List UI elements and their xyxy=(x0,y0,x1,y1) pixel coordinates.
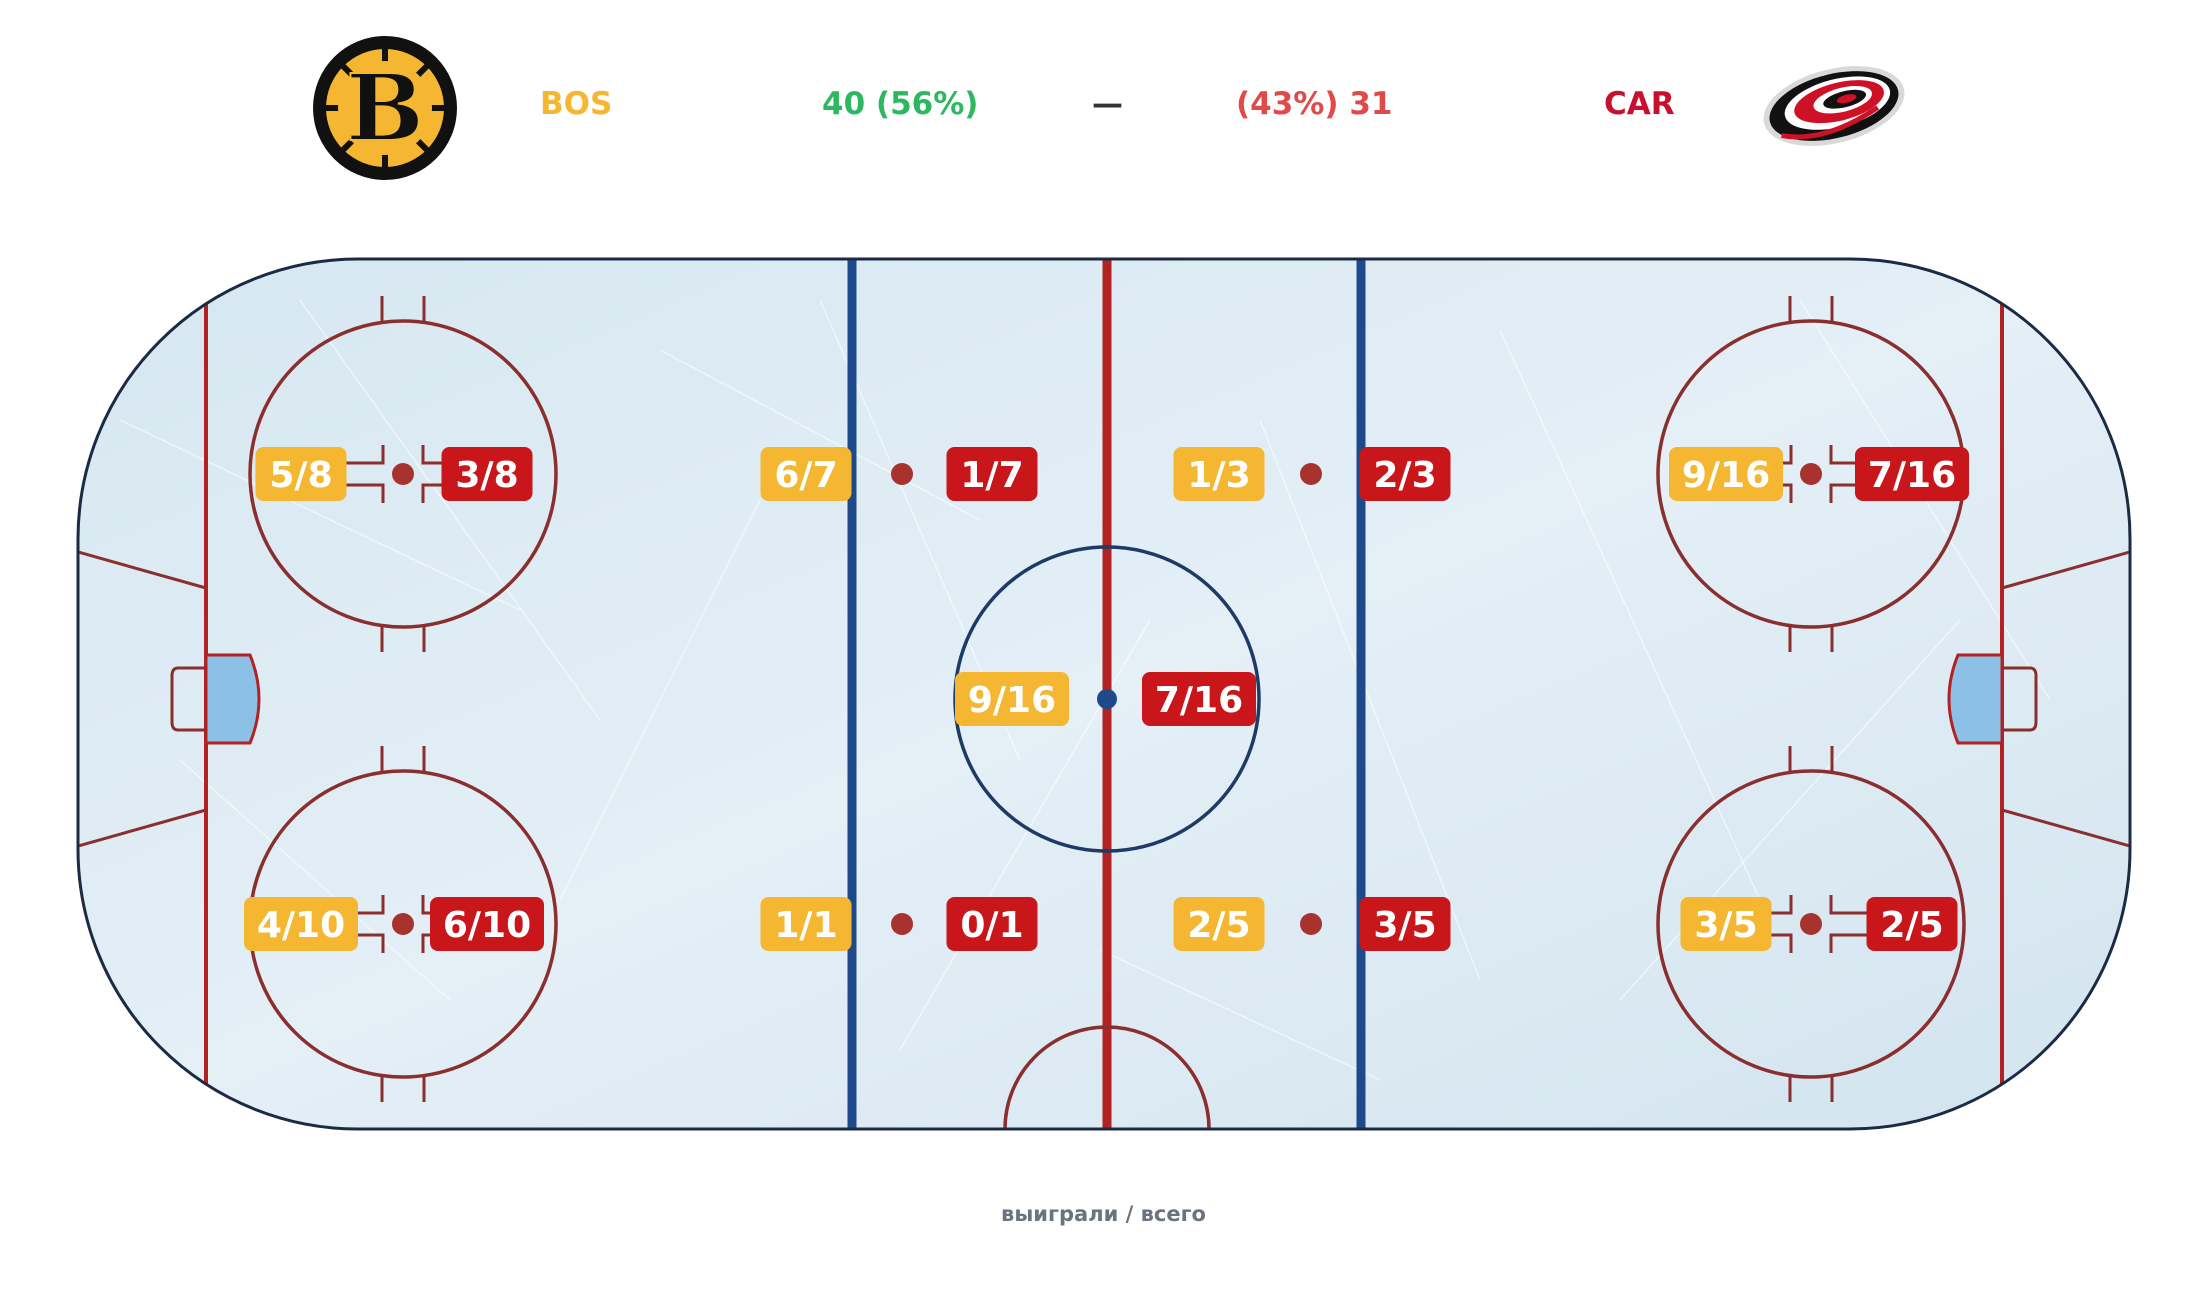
away-faceoff-label-neutral-left-bottom-text: 0/1 xyxy=(960,905,1023,946)
home-faceoff-label-away-zone-top-bg xyxy=(1669,447,1783,501)
rink-boards xyxy=(76,257,2132,1131)
away-faceoff-label-home-zone-bottom: 6/10 xyxy=(430,897,544,951)
home-faceoff-label-home-zone-top-text: 5/8 xyxy=(269,455,332,496)
away-faceoff-label-neutral-right-top-bg xyxy=(1359,447,1451,501)
home-faceoff-label-neutral-right-top: 1/3 xyxy=(1173,447,1265,501)
away-faceoff-label-home-zone-bottom-bg xyxy=(430,897,544,951)
away-faceoff-label-home-zone-top-bg xyxy=(441,447,533,501)
away-faceoff-total: (43%) 31 xyxy=(1236,86,1393,122)
legend-note: выиграли / всего xyxy=(1001,1202,1206,1226)
away-faceoff-label-neutral-right-top-text: 2/3 xyxy=(1373,455,1436,496)
away-faceoff-label-away-zone-bottom-bg xyxy=(1866,897,1958,951)
away-faceoff-label-home-zone-top-text: 3/8 xyxy=(455,455,518,496)
home-faceoff-label-neutral-left-bottom-bg xyxy=(760,897,852,951)
home-faceoff-label-neutral-right-bottom-bg xyxy=(1173,897,1265,951)
home-faceoff-label-away-zone-bottom-text: 3/5 xyxy=(1694,905,1757,946)
home-faceoff-label-away-zone-top: 9/16 xyxy=(1669,447,1783,501)
home-faceoff-label-neutral-right-top-bg xyxy=(1173,447,1265,501)
faceoff-dot-neutral-right-top xyxy=(1300,463,1322,485)
faceoff-dots-layer xyxy=(392,463,1822,935)
home-faceoff-label-home-zone-top-bg xyxy=(255,447,347,501)
away-faceoff-label-neutral-left-top-bg xyxy=(946,447,1038,501)
home-faceoff-label-neutral-left-bottom-text: 1/1 xyxy=(774,905,837,946)
home-faceoff-total: 40 (56%) xyxy=(822,86,979,122)
away-faceoff-label-neutral-right-top: 2/3 xyxy=(1359,447,1451,501)
home-faceoff-label-neutral-right-top-text: 1/3 xyxy=(1187,455,1250,496)
away-faceoff-label-center-ice-bg xyxy=(1142,672,1256,726)
home-faceoff-label-neutral-right-bottom: 2/5 xyxy=(1173,897,1265,951)
faceoff-dot-away-zone-bottom xyxy=(1800,913,1822,935)
away-faceoff-label-neutral-right-bottom-text: 3/5 xyxy=(1373,905,1436,946)
away-faceoff-label-neutral-right-bottom: 3/5 xyxy=(1359,897,1451,951)
away-faceoff-label-home-zone-bottom-text: 6/10 xyxy=(443,905,531,946)
faceoff-dot-neutral-left-top xyxy=(891,463,913,485)
faceoff-dot-neutral-left-bottom xyxy=(891,913,913,935)
away-faceoff-label-neutral-right-bottom-bg xyxy=(1359,897,1451,951)
header: B BOS 40 (56%) — (43%) 31 CAR xyxy=(0,0,2207,210)
away-faceoff-label-away-zone-bottom: 2/5 xyxy=(1866,897,1958,951)
score-separator: — xyxy=(1092,86,1123,122)
home-faceoff-label-away-zone-bottom-bg xyxy=(1680,897,1772,951)
home-faceoff-label-away-zone-top-text: 9/16 xyxy=(1682,455,1770,496)
home-faceoff-label-neutral-left-top-text: 6/7 xyxy=(774,455,837,496)
goal-crease-left xyxy=(204,653,261,745)
bruins-logo-icon: B xyxy=(313,36,457,180)
faceoff-dot-away-zone-top xyxy=(1800,463,1822,485)
home-faceoff-label-neutral-left-top-bg xyxy=(760,447,852,501)
away-faceoff-label-away-zone-top-bg xyxy=(1855,447,1969,501)
away-faceoff-label-away-zone-bottom-text: 2/5 xyxy=(1880,905,1943,946)
faceoff-dot-center-ice xyxy=(1097,689,1117,709)
home-faceoff-label-home-zone-top: 5/8 xyxy=(255,447,347,501)
hash-marks xyxy=(380,296,1834,1102)
away-faceoff-label-neutral-left-top-text: 1/7 xyxy=(960,455,1023,496)
home-faceoff-label-home-zone-bottom: 4/10 xyxy=(244,897,358,951)
home-faceoff-label-away-zone-bottom: 3/5 xyxy=(1680,897,1772,951)
home-faceoff-label-center-ice: 9/16 xyxy=(955,672,1069,726)
faceoff-dot-home-zone-bottom xyxy=(392,913,414,935)
svg-text:B: B xyxy=(346,54,424,162)
home-faceoff-label-center-ice-text: 9/16 xyxy=(968,680,1056,721)
home-faceoff-label-home-zone-bottom-bg xyxy=(244,897,358,951)
away-team-abbr: CAR xyxy=(1604,86,1675,122)
away-faceoff-label-center-ice-text: 7/16 xyxy=(1155,680,1243,721)
away-faceoff-label-neutral-left-top: 1/7 xyxy=(946,447,1038,501)
referee-crease xyxy=(1003,1025,1211,1129)
goal-crease-right xyxy=(1947,653,2004,745)
home-faceoff-label-center-ice-bg xyxy=(955,672,1069,726)
away-faceoff-label-away-zone-top-text: 7/16 xyxy=(1868,455,1956,496)
away-faceoff-label-away-zone-top: 7/16 xyxy=(1855,447,1969,501)
away-faceoff-label-home-zone-top: 3/8 xyxy=(441,447,533,501)
home-faceoff-label-home-zone-bottom-text: 4/10 xyxy=(257,905,345,946)
home-faceoff-label-neutral-left-bottom: 1/1 xyxy=(760,897,852,951)
away-faceoff-label-center-ice: 7/16 xyxy=(1142,672,1256,726)
away-faceoff-label-neutral-left-bottom-bg xyxy=(946,897,1038,951)
faceoff-dot-neutral-right-bottom xyxy=(1300,913,1322,935)
faceoff-labels-layer: 5/8 3/8 4/10 6/10 6/7 1/7 1/1 0/1 9/16 7/16 1/3 2/3… xyxy=(244,447,1969,951)
home-team-abbr: BOS xyxy=(540,86,613,122)
home-faceoff-label-neutral-left-top: 6/7 xyxy=(760,447,852,501)
away-faceoff-label-neutral-left-bottom: 0/1 xyxy=(946,897,1038,951)
faceoff-dot-home-zone-top xyxy=(392,463,414,485)
home-faceoff-label-neutral-right-bottom-text: 2/5 xyxy=(1187,905,1250,946)
hurricanes-logo-icon xyxy=(1763,66,1905,146)
